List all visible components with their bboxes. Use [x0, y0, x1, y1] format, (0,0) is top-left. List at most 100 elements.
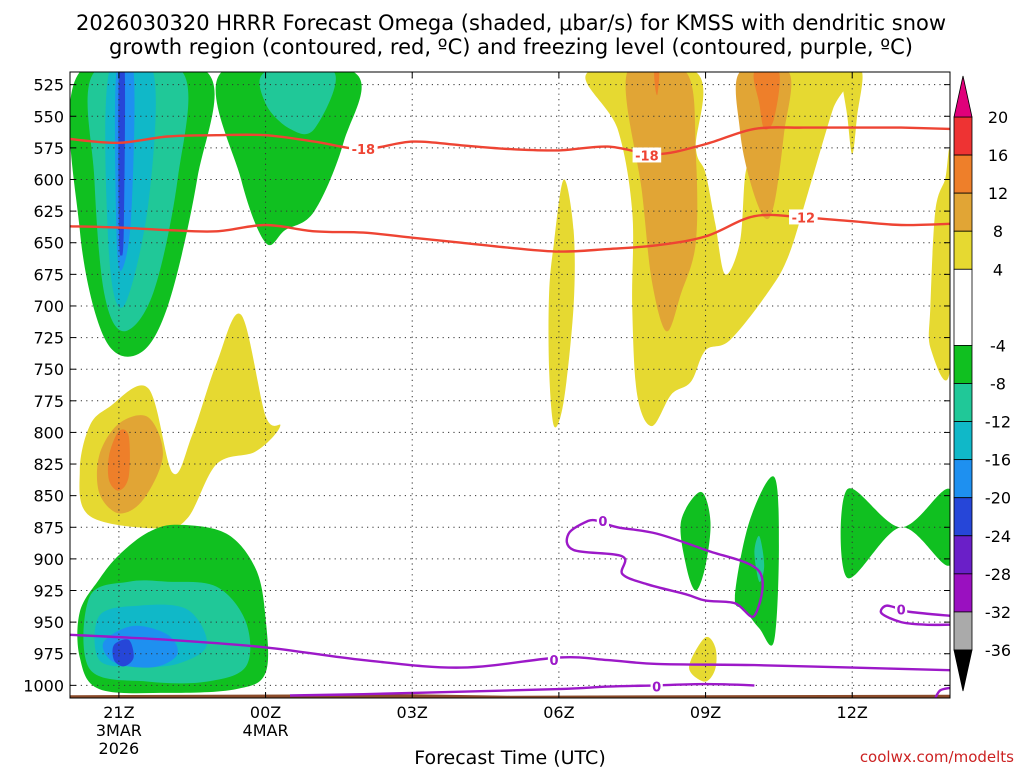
x-tick-label-06Z: 06Z	[543, 703, 574, 722]
colorbar-label-7: -12	[985, 413, 1011, 432]
credit-text: coolwx.com/modelts	[860, 748, 1014, 766]
freezing-level-contour-label-bg-3-0	[895, 601, 908, 617]
x-tick-label-09Z: 09Z	[690, 703, 721, 722]
y-tick-label-675: 675	[33, 265, 64, 284]
omega-region-19	[753, 72, 780, 130]
x-tick-sublabel-00Z: 4MAR	[243, 721, 289, 740]
colorbar-label-0: 20	[988, 108, 1008, 127]
colorbar-bin-12	[953, 611, 973, 651]
y-tick-label-600: 600	[33, 170, 64, 189]
omega-region-9	[107, 429, 130, 491]
colorbar: 20 16 12 8 4 -4 -8 -12 -16 -20 -24 -28 -32 -36	[953, 75, 1011, 692]
x-tick-label-21Z: 21Z	[103, 703, 134, 722]
y-tick-label-550: 550	[33, 107, 64, 126]
colorbar-bin-11	[953, 573, 973, 613]
x-tick-label-12Z: 12Z	[837, 703, 868, 722]
freezing-level-contour-label-3-0: 0	[897, 603, 906, 618]
x-tick-label-03Z: 03Z	[397, 703, 428, 722]
y-tick-label-825: 825	[33, 455, 64, 474]
colorbar-bin-7	[953, 421, 973, 461]
colorbar-bin-6	[953, 383, 973, 422]
colorbar-bin-3	[953, 230, 973, 270]
freezing-level-contour-label-bg-2-0	[650, 678, 663, 694]
y-tick-label-775: 775	[33, 392, 64, 411]
freezing-level-contour-1	[565, 518, 764, 619]
dgz-contour-label-1-0: -12	[792, 211, 816, 226]
omega-region-14	[112, 639, 134, 667]
colorbar-bin-1	[953, 154, 973, 194]
chart-title-line1: 2026030320 HRRR Forecast Omega (shaded, …	[76, 11, 946, 35]
x-tick-label-00Z: 00Z	[250, 703, 281, 722]
contours: -18 -18 -12 0 0 0 0	[70, 126, 950, 698]
y-tick-label-1000: 1000	[23, 676, 64, 695]
dgz-contour-0	[70, 126, 950, 156]
colorbar-label-6: -8	[990, 375, 1006, 394]
x-tick-year-21Z: 2026	[99, 739, 140, 758]
y-tick-label-975: 975	[33, 645, 64, 664]
colorbar-label-3: 8	[993, 222, 1003, 241]
colorbar-top-extension	[953, 75, 973, 118]
colorbar-bin-8	[953, 459, 973, 499]
y-tick-label-725: 725	[33, 329, 64, 348]
omega-region-18	[735, 72, 792, 220]
omega-region-4	[118, 72, 126, 256]
y-tick-label-850: 850	[33, 487, 64, 506]
y-tick-label-750: 750	[33, 360, 64, 379]
omega-region-23	[689, 636, 717, 682]
omega-region-5	[215, 72, 362, 246]
plot-frame	[69, 71, 951, 699]
colorbar-label-10: -24	[985, 527, 1011, 546]
dgz-contour-label-0-0: -18	[352, 143, 376, 158]
y-tick-label-575: 575	[33, 139, 64, 158]
colorbar-label-4: 4	[993, 260, 1003, 279]
y-tick-label-525: 525	[33, 76, 64, 95]
colorbar-bin-4	[953, 268, 973, 346]
colorbar-label-8: -16	[985, 451, 1011, 470]
y-tick-label-900: 900	[33, 550, 64, 569]
colorbar-bin-0	[953, 116, 973, 156]
colorbar-bottom-extension	[953, 649, 973, 692]
omega-region-27	[840, 488, 950, 579]
colorbar-bin-2	[953, 192, 973, 232]
freezing-level-contour-label-1-0: 0	[598, 515, 607, 530]
y-tick-label-950: 950	[33, 613, 64, 632]
freezing-level-contour-label-2-0: 0	[652, 681, 661, 696]
dgz-contour-label-bg-0-0	[349, 141, 378, 157]
x-axis-label: Forecast Time (UTC)	[414, 747, 605, 768]
y-tick-label-625: 625	[33, 202, 64, 221]
omega-region-6	[259, 72, 336, 135]
y-tick-label-700: 700	[33, 297, 64, 316]
colorbar-label-11: -28	[985, 565, 1011, 584]
freezing-level-contour-label-bg-0-0	[547, 652, 561, 668]
dgz-contour-label-bg-1-0	[789, 209, 818, 225]
colorbar-label-2: 12	[988, 184, 1008, 203]
colorbar-label-9: -20	[985, 489, 1011, 508]
omega-region-15	[548, 179, 575, 428]
chart-title-line2: growth region (contoured, red, ºC) and f…	[109, 35, 913, 59]
y-axis: 525 550 575 600 625 650 675 700 725 750 775 800 825 8…	[23, 76, 950, 695]
y-tick-label-875: 875	[33, 518, 64, 537]
omega-region-22	[928, 149, 950, 381]
dgz-contour-label-bg-0-1	[632, 147, 662, 163]
colorbar-label-1: 16	[988, 146, 1008, 165]
y-tick-label-800: 800	[33, 423, 64, 442]
x-tick-sublabel-21Z: 3MAR	[96, 721, 142, 740]
omega-region-21	[841, 72, 863, 155]
colorbar-label-5: -4	[990, 336, 1006, 355]
omega-region-20	[654, 72, 660, 96]
freezing-level-contour-4	[934, 686, 950, 698]
colorbar-bin-5	[953, 345, 973, 384]
colorbar-label-12: -32	[985, 603, 1011, 622]
y-tick-label-925: 925	[33, 582, 64, 601]
colorbar-label-13: -36	[985, 641, 1011, 660]
omega-region-17	[625, 72, 698, 332]
colorbar-bin-9	[953, 497, 973, 537]
omega-region-24	[680, 491, 711, 591]
freezing-level-contour-2	[289, 682, 755, 697]
colorbar-bin-10	[953, 535, 973, 575]
y-tick-label-650: 650	[33, 234, 64, 253]
freezing-level-contour-label-bg-1-0	[596, 512, 609, 528]
freezing-level-contour-3	[879, 604, 950, 627]
